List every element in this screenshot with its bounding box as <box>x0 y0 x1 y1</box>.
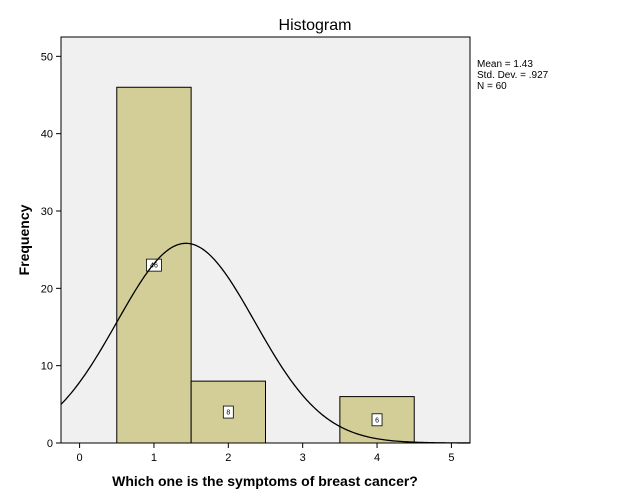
y-tick-label: 0 <box>47 438 53 450</box>
x-tick-label: 4 <box>374 452 380 464</box>
x-tick-label: 0 <box>77 452 83 464</box>
y-tick-label: 50 <box>41 51 53 63</box>
x-tick-label: 3 <box>300 452 306 464</box>
stats-mean: Mean = 1.43 <box>477 59 533 70</box>
stats-n: N = 60 <box>477 81 507 92</box>
bar-value-label: 46 <box>150 263 158 270</box>
x-tick-label: 2 <box>225 452 231 464</box>
normal-curve <box>60 242 471 444</box>
x-axis: 0 1 2 3 4 5 <box>77 443 454 464</box>
bar-label-box <box>371 413 383 427</box>
stats-std-dev: Std. Dev. = .927 <box>477 70 549 81</box>
y-tick-label: 40 <box>41 129 53 141</box>
x-tick-label: 5 <box>448 452 454 464</box>
bar-label-box <box>222 405 234 419</box>
y-tick-label: 20 <box>41 283 53 295</box>
y-tick-label: 10 <box>41 361 53 373</box>
bars-layer: 46 8 6 <box>116 86 415 444</box>
bar-value-label: 8 <box>226 410 230 417</box>
x-tick-label: 1 <box>151 452 157 464</box>
curve-layer <box>60 242 471 444</box>
y-tick-label: 30 <box>41 206 53 218</box>
y-axis-title: Frequency <box>16 204 32 275</box>
y-axis: 0 10 20 30 40 50 <box>41 51 61 450</box>
chart-title: Histogram <box>279 17 352 34</box>
x-axis-title: Which one is the symptoms of breast canc… <box>112 473 418 489</box>
stats-box: Mean = 1.43 Std. Dev. = .927 N = 60 <box>477 59 549 92</box>
bar-value-label: 6 <box>375 417 379 424</box>
